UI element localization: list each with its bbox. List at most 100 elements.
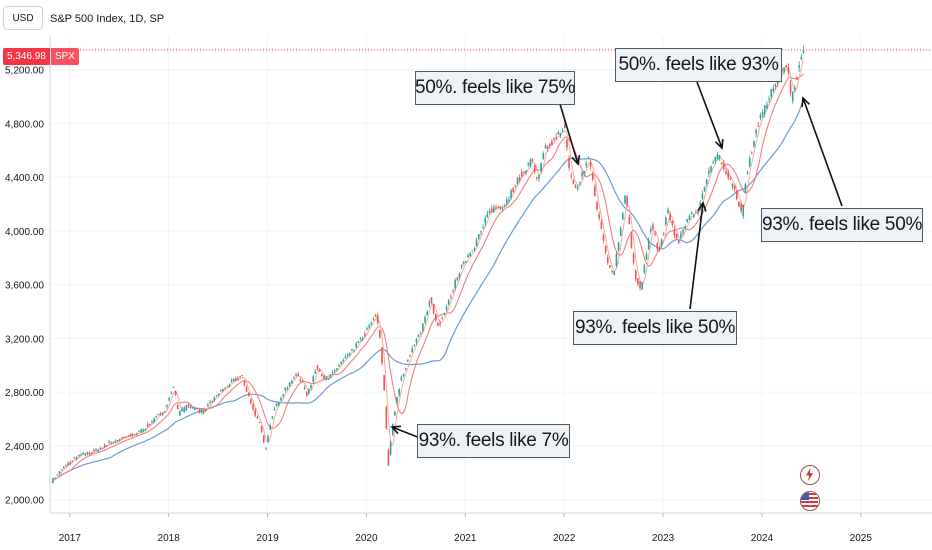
annotation-arrow — [696, 81, 723, 149]
candle-body — [275, 403, 278, 407]
candle-body — [667, 209, 669, 214]
candle-body — [583, 171, 585, 174]
candle-body — [714, 157, 717, 162]
x-tick-label: 2021 — [454, 533, 477, 544]
candle-body — [351, 348, 353, 351]
candle-body — [361, 338, 364, 340]
candle-body — [385, 407, 388, 429]
candle-body — [520, 172, 523, 177]
currency-button[interactable]: USD — [3, 6, 43, 30]
candle-body — [168, 398, 170, 401]
annotation-box-2[interactable]: 50%. feels like 93% — [615, 48, 782, 82]
candle-body — [329, 374, 332, 379]
candle-body — [594, 186, 596, 196]
candle-body — [437, 322, 439, 327]
candle-body — [204, 408, 207, 412]
candle-body — [316, 365, 319, 370]
candle-body — [652, 224, 654, 230]
candle-body — [574, 185, 577, 188]
candle-body — [763, 105, 766, 114]
candle-body — [499, 206, 502, 209]
candle-body — [273, 408, 276, 411]
candle-body — [280, 398, 282, 401]
candle-body — [60, 469, 63, 471]
candle-body — [308, 389, 310, 394]
candle-body — [172, 386, 175, 388]
x-tick-label: 2022 — [553, 533, 576, 544]
candle-body — [151, 421, 153, 423]
candle-body — [357, 341, 360, 343]
candle-body — [237, 378, 239, 380]
annotation-box-3[interactable]: 93%. feels like 50% — [761, 208, 923, 242]
candle-body — [559, 132, 562, 137]
candle-body — [710, 166, 712, 172]
candle-body — [662, 233, 665, 235]
candle-body — [488, 211, 491, 213]
candle-body — [516, 178, 519, 184]
candle-body — [138, 430, 140, 432]
candle-body — [723, 163, 725, 169]
candle-body — [293, 376, 295, 379]
annotation-arrows — [390, 81, 843, 439]
candle-body — [692, 214, 695, 217]
annotation-arrow — [391, 426, 421, 439]
candle-body — [699, 202, 702, 209]
candle-body — [624, 195, 626, 204]
candle-body — [712, 162, 714, 164]
candle-body — [93, 449, 95, 452]
lightning-icon[interactable] — [800, 465, 820, 485]
candle-body — [114, 441, 117, 443]
candle-body — [637, 278, 639, 284]
candle-body — [415, 339, 418, 343]
candle-body — [67, 462, 69, 465]
candle-body — [658, 248, 661, 251]
candle-body — [407, 359, 409, 362]
candle-body — [200, 409, 203, 413]
candle-body — [733, 185, 736, 190]
candle-body — [250, 399, 252, 403]
candle-body — [576, 187, 579, 189]
candle-body — [133, 433, 136, 435]
candle-body — [770, 89, 773, 96]
candle-body — [284, 387, 287, 391]
x-axis: 2017 2018 2019 2020 2021 2022 2023 2024 2025 — [50, 512, 932, 544]
annotation-arrow — [802, 97, 843, 207]
candle-body — [639, 281, 641, 289]
candle-body — [480, 231, 482, 233]
candle-body — [108, 441, 110, 444]
candle-body — [755, 129, 757, 134]
candle-body — [54, 478, 57, 480]
candle-body — [450, 296, 452, 298]
candle-body — [731, 184, 734, 188]
candle-body — [198, 409, 201, 413]
candle-body — [557, 132, 560, 135]
candle-body — [718, 155, 721, 159]
x-tick-label: 2018 — [158, 533, 181, 544]
candle-body — [690, 212, 693, 214]
annotation-box-4[interactable]: 93%. feels like 50% — [573, 311, 737, 345]
candle-body — [585, 163, 588, 166]
candle-body — [247, 392, 250, 397]
candle-body — [628, 217, 631, 225]
candle-body — [97, 450, 100, 452]
candle-body — [65, 464, 67, 467]
candle-body — [391, 423, 394, 435]
us-flag-icon[interactable] — [800, 491, 820, 511]
annotation-box-1[interactable]: 50%. feels like 75% — [415, 71, 575, 105]
candle-body — [791, 92, 794, 102]
candle-body — [684, 226, 686, 230]
candle-body — [561, 130, 564, 132]
candle-body — [613, 271, 616, 275]
candle-body — [374, 315, 377, 317]
candle-body — [312, 376, 315, 382]
candle-body — [785, 65, 788, 68]
candle-body — [116, 440, 119, 442]
candle-body — [232, 379, 235, 381]
candle-body — [288, 382, 291, 387]
candle-body — [187, 404, 190, 407]
annotation-box-5[interactable]: 93%. feels like 7% — [417, 424, 570, 458]
candle-body — [348, 353, 351, 356]
candle-body — [443, 314, 446, 316]
x-tick-label: 2019 — [256, 533, 279, 544]
candle-body — [262, 435, 265, 443]
